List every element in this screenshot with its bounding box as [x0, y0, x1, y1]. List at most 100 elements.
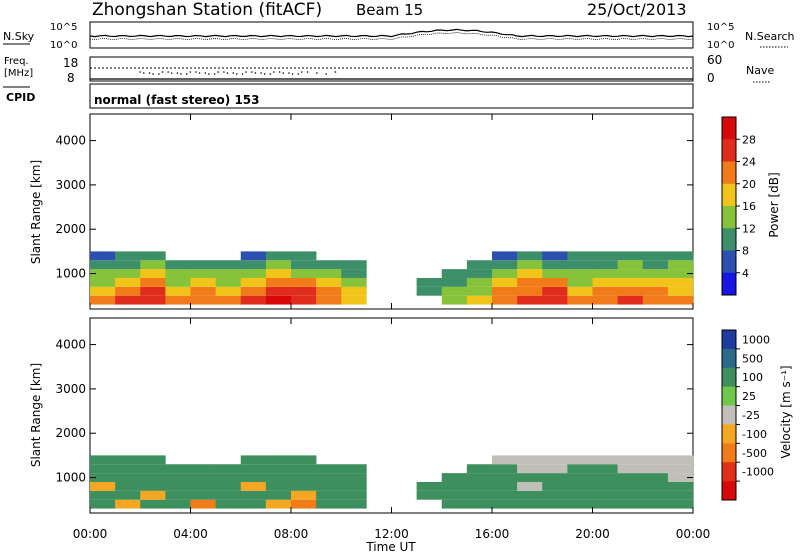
velocity-cell [291, 499, 317, 509]
power-cell [165, 277, 191, 287]
velocity-cell [265, 455, 292, 465]
velocity-ylabel: Slant Range [km] [29, 363, 43, 467]
velocity-cell [140, 464, 166, 474]
power-cell [592, 260, 618, 270]
velocity-cell [240, 473, 267, 482]
velocity-cell [115, 490, 141, 500]
velocity-cell [140, 481, 166, 491]
velocity-cell [165, 499, 191, 509]
freq-dot [263, 73, 266, 75]
freq-dot [176, 72, 179, 74]
power-cell [165, 295, 191, 305]
power-cbar-swatch [722, 183, 736, 207]
freq-unit-label: [MHz] [4, 68, 33, 79]
velocity-cell [441, 481, 468, 491]
velocity-cell [215, 481, 242, 491]
freq-dots [139, 71, 337, 75]
noise-bottom-right: 10^0 [707, 40, 734, 51]
velocity-cell [667, 481, 694, 491]
velocity-cell [316, 481, 342, 491]
y-tick-label: 2000 [55, 222, 86, 236]
velocity-cbar-tick-label: 100 [742, 371, 763, 384]
power-cell [291, 260, 317, 270]
x-tick-label: 04:00 [173, 527, 208, 541]
freq-dot [226, 72, 229, 74]
freq-dot [180, 73, 182, 75]
power-cell [466, 295, 493, 305]
velocity-cell [90, 473, 116, 482]
y-tick-label: 1000 [55, 267, 86, 281]
velocity-cell [341, 473, 367, 482]
power-cell [265, 286, 292, 296]
velocity-cbar-frame [721, 329, 737, 501]
freq-dot [260, 72, 262, 74]
power-cell [617, 295, 644, 305]
velocity-cbar-tick-label: 25 [742, 390, 756, 403]
velocity-cell [567, 464, 593, 474]
power-cell [240, 295, 267, 305]
velocity-cell [642, 455, 669, 465]
nave-top-tick: 60 [707, 53, 722, 67]
velocity-cell [316, 490, 342, 500]
power-cell [617, 269, 644, 278]
power-cell [140, 295, 166, 305]
freq-dot [170, 72, 173, 74]
power-cell [592, 251, 618, 261]
power-cell [316, 286, 342, 296]
power-cbar-tick-label: 8 [742, 245, 749, 258]
power-cell [341, 286, 367, 296]
power-cbar-swatch [722, 117, 736, 140]
power-cell [341, 295, 367, 305]
y-tick-label: 4000 [55, 134, 86, 148]
velocity-cell [667, 490, 694, 500]
velocity-cell [567, 499, 593, 509]
freq-dot [297, 73, 300, 75]
cpid-value: normal (fast stereo) 153 [94, 93, 260, 107]
power-cell [165, 269, 191, 278]
x-tick-label: 00:00 [676, 527, 711, 541]
power-cell [642, 269, 669, 278]
freq-dot [148, 72, 151, 74]
velocity-cell [291, 473, 317, 482]
power-cell [642, 286, 669, 296]
power-cell [291, 277, 317, 287]
velocity-cell [617, 473, 644, 482]
velocity-cell [517, 464, 543, 474]
velocity-cell [316, 464, 342, 474]
power-cell [466, 269, 493, 278]
freq-dot [241, 73, 244, 75]
velocity-cell [617, 499, 644, 509]
power-cell [190, 295, 216, 305]
velocity-cell [642, 490, 669, 500]
velocity-cell [115, 499, 141, 509]
velocity-cell [567, 490, 593, 500]
velocity-cell [265, 499, 292, 509]
freq-dot [139, 71, 142, 73]
power-cell [441, 277, 468, 287]
power-cell [240, 277, 267, 287]
velocity-cell [492, 499, 518, 509]
power-cell [617, 260, 644, 270]
cpid-label: CPID [6, 91, 35, 104]
power-cell [316, 295, 342, 305]
freq-dot [152, 73, 154, 75]
power-cbar-tick-label: 24 [742, 156, 756, 169]
nsky-label: N.Sky [3, 30, 35, 43]
power-cell [441, 269, 468, 278]
velocity-cell [492, 464, 518, 474]
velocity-cell [466, 490, 493, 500]
x-tick-label: 00:00 [73, 527, 108, 541]
velocity-cell [265, 481, 292, 491]
velocity-cell [190, 464, 216, 474]
velocity-cell [265, 473, 292, 482]
freq-dot [198, 72, 201, 74]
freq-dot [325, 73, 327, 75]
velocity-cell [542, 481, 568, 491]
freq-dot [251, 71, 253, 73]
velocity-colorbar: 1000 500 100 25 -25 -100 -500 -1000 [721, 329, 774, 501]
velocity-cell [90, 464, 116, 474]
power-cell [90, 277, 116, 287]
power-cell [215, 269, 242, 278]
power-cell [542, 295, 568, 305]
